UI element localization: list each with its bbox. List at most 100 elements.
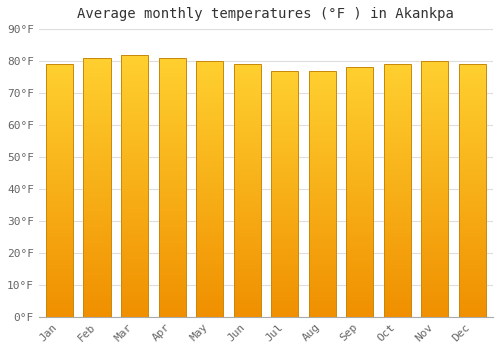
Bar (459, 71, 486, 72)
Bar (121, 61, 148, 63)
Bar (234, 126, 260, 127)
Bar (384, 203, 411, 204)
Bar (308, 307, 336, 308)
Bar (121, 82, 148, 83)
Bar (121, 57, 148, 58)
Bar (459, 304, 486, 306)
Bar (271, 102, 298, 103)
Bar (271, 297, 298, 298)
Bar (121, 215, 148, 216)
Bar (422, 191, 448, 193)
Bar (46, 98, 73, 100)
Bar (121, 181, 148, 182)
Bar (346, 213, 374, 215)
Bar (196, 275, 223, 276)
Bar (121, 135, 148, 136)
Bar (196, 88, 223, 89)
Bar (196, 190, 223, 191)
Bar (346, 91, 374, 92)
Bar (459, 247, 486, 248)
Bar (384, 302, 411, 303)
Bar (158, 233, 186, 234)
Bar (196, 262, 223, 263)
Bar (384, 241, 411, 242)
Bar (196, 119, 223, 120)
Bar (459, 207, 486, 208)
Bar (459, 182, 486, 183)
Bar (121, 229, 148, 230)
Bar (84, 139, 110, 141)
Bar (196, 270, 223, 271)
Bar (84, 65, 110, 67)
Bar (234, 163, 260, 164)
Bar (121, 203, 148, 204)
Bar (158, 99, 186, 100)
Bar (121, 217, 148, 218)
Bar (346, 133, 374, 135)
Bar (384, 183, 411, 184)
Bar (308, 293, 336, 295)
Bar (121, 274, 148, 275)
Bar (271, 74, 298, 76)
Bar (84, 150, 110, 151)
Bar (234, 190, 260, 192)
Bar (422, 74, 448, 75)
Bar (346, 107, 374, 108)
Bar (234, 288, 260, 289)
Bar (422, 79, 448, 80)
Bar (271, 103, 298, 104)
Bar (46, 72, 73, 73)
Bar (384, 259, 411, 260)
Bar (234, 194, 260, 196)
Bar (84, 173, 110, 174)
Bar (121, 309, 148, 310)
Bar (84, 194, 110, 195)
Bar (459, 255, 486, 256)
Bar (234, 247, 260, 248)
Bar (271, 185, 298, 186)
Bar (346, 222, 374, 223)
Bar (121, 55, 148, 56)
Bar (346, 96, 374, 97)
Bar (422, 197, 448, 198)
Bar (46, 136, 73, 138)
Bar (271, 155, 298, 157)
Bar (308, 195, 336, 196)
Bar (459, 316, 486, 317)
Bar (271, 159, 298, 161)
Bar (46, 233, 73, 235)
Bar (46, 290, 73, 292)
Bar (121, 216, 148, 217)
Bar (422, 103, 448, 105)
Bar (271, 302, 298, 303)
Bar (384, 221, 411, 222)
Bar (121, 299, 148, 300)
Bar (196, 138, 223, 139)
Bar (271, 145, 298, 146)
Bar (121, 85, 148, 86)
Bar (196, 103, 223, 105)
Bar (308, 212, 336, 214)
Bar (121, 178, 148, 179)
Bar (196, 146, 223, 147)
Bar (121, 56, 148, 57)
Bar (308, 180, 336, 181)
Bar (308, 308, 336, 309)
Bar (422, 307, 448, 308)
Bar (84, 186, 110, 187)
Bar (196, 163, 223, 164)
Bar (84, 100, 110, 102)
Bar (234, 174, 260, 175)
Bar (346, 153, 374, 155)
Bar (271, 191, 298, 193)
Bar (459, 245, 486, 246)
Bar (196, 113, 223, 115)
Bar (121, 162, 148, 163)
Bar (384, 124, 411, 125)
Bar (46, 204, 73, 206)
Bar (422, 108, 448, 110)
Bar (422, 249, 448, 250)
Bar (158, 216, 186, 217)
Bar (158, 228, 186, 229)
Bar (308, 188, 336, 189)
